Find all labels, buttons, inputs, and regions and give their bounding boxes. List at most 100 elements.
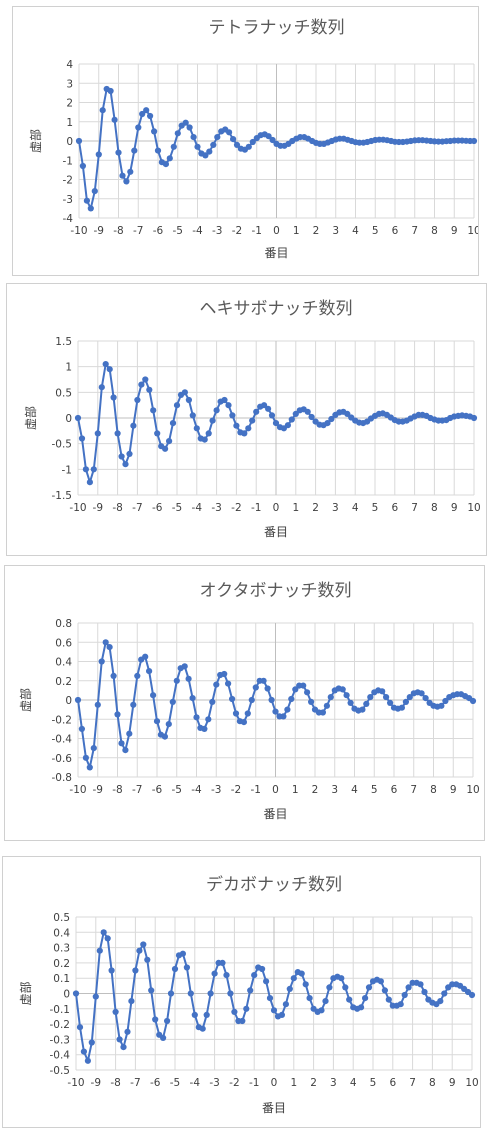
y-axis-title: 虚部	[18, 981, 33, 1005]
x-tick-label: 9	[450, 784, 457, 796]
data-point	[185, 675, 192, 682]
data-point	[189, 695, 196, 702]
y-tick-label: -3	[63, 194, 73, 206]
data-points	[74, 361, 478, 486]
y-tick-label: 0	[63, 989, 70, 1001]
data-point	[86, 764, 93, 771]
x-tick-label: 0	[273, 502, 280, 514]
x-tick-label: -3	[211, 502, 221, 514]
data-point	[261, 402, 268, 409]
data-point	[225, 402, 232, 409]
x-tick-label: -4	[190, 1077, 201, 1089]
data-point	[323, 702, 330, 709]
chart-title: デカボナッチ数列	[206, 874, 342, 895]
x-tick-label: -4	[191, 784, 202, 796]
data-point	[268, 412, 276, 419]
data-point	[302, 981, 309, 988]
y-tick-label: -0.4	[52, 734, 73, 746]
data-point	[102, 361, 109, 368]
data-point	[308, 698, 315, 705]
data-point	[82, 466, 89, 473]
data-point	[94, 430, 101, 437]
x-tick-label: 8	[430, 784, 437, 796]
x-tick-label: -7	[132, 784, 142, 796]
x-tick-label: 7	[409, 1077, 416, 1089]
data-point	[223, 972, 230, 979]
x-tick-label: -7	[132, 502, 142, 514]
data-point	[233, 422, 240, 429]
x-tick-label: -1	[251, 784, 261, 796]
data-point	[377, 978, 384, 985]
data-point	[154, 147, 162, 154]
y-tick-label: -0.6	[52, 753, 73, 765]
data-point	[249, 138, 256, 146]
x-tick-label: 8	[429, 1077, 436, 1089]
x-tick-label: -2	[229, 1077, 239, 1089]
x-tick-label: -1	[249, 1077, 259, 1089]
y-axis-title: 虚部	[23, 406, 38, 430]
x-tick-label: -8	[110, 1077, 120, 1089]
data-point	[182, 119, 189, 126]
x-tick-label: 3	[330, 1077, 337, 1089]
y-tick-label: -0.2	[50, 1019, 71, 1031]
x-tick-label: 1	[293, 225, 300, 237]
data-point	[140, 941, 147, 948]
data-point	[401, 991, 408, 999]
data-point	[381, 987, 388, 994]
x-tick-label: 5	[372, 502, 379, 514]
data-point	[326, 984, 333, 991]
y-tick-label: 0.3	[53, 943, 70, 955]
data-points	[74, 639, 477, 771]
chart-title: ヘキサボナッチ数列	[200, 299, 353, 319]
data-point	[226, 129, 233, 136]
y-tick-label: 0.8	[55, 618, 72, 630]
y-tick-label: -0.2	[52, 714, 73, 726]
data-point	[181, 389, 188, 396]
x-tick-label: -8	[112, 784, 122, 796]
data-point	[470, 414, 478, 422]
data-point	[148, 987, 155, 994]
x-tick-label: 5	[371, 784, 378, 796]
y-tick-label: 0	[66, 136, 73, 148]
data-point	[232, 710, 240, 717]
x-tick-label: -9	[91, 1077, 101, 1089]
data-point	[263, 978, 270, 985]
data-point	[183, 964, 190, 971]
data-point	[114, 711, 121, 718]
data-point	[88, 1039, 95, 1046]
x-tick-label: -6	[152, 784, 163, 796]
data-point	[120, 1044, 127, 1051]
data-point	[359, 706, 366, 713]
chart-panel-decanacci: デカボナッチ数列 -0.5 -0.4 -0.3 -0.2 -0.1 0 0.1 0.2 0.3 0.…	[2, 856, 481, 1128]
data-point	[243, 1005, 250, 1012]
data-point	[286, 985, 293, 992]
data-point	[86, 479, 93, 486]
data-point	[138, 381, 145, 388]
data-point	[282, 1001, 289, 1008]
data-point	[327, 694, 334, 701]
data-point	[304, 408, 311, 415]
data-point	[211, 970, 218, 977]
data-point	[385, 996, 392, 1003]
data-point	[106, 644, 113, 651]
data-point	[100, 929, 107, 936]
data-point	[244, 710, 251, 717]
x-tick-label: 2	[313, 225, 320, 237]
x-tick-label: 4	[352, 225, 359, 237]
data-point	[151, 128, 158, 135]
data-point	[298, 970, 305, 977]
y-tick-label: 0.5	[53, 912, 70, 924]
x-tick-label: -10	[69, 502, 86, 514]
data-point	[142, 653, 149, 660]
data-point	[83, 197, 90, 204]
data-point	[165, 721, 172, 728]
data-point	[240, 719, 247, 726]
data-point	[134, 396, 141, 404]
data-point	[248, 696, 255, 704]
data-point	[92, 993, 99, 1000]
y-tick-label: -0.3	[50, 1034, 71, 1046]
data-point	[78, 725, 85, 732]
data-point	[383, 694, 390, 701]
data-point	[362, 995, 369, 1002]
data-point	[146, 668, 153, 675]
